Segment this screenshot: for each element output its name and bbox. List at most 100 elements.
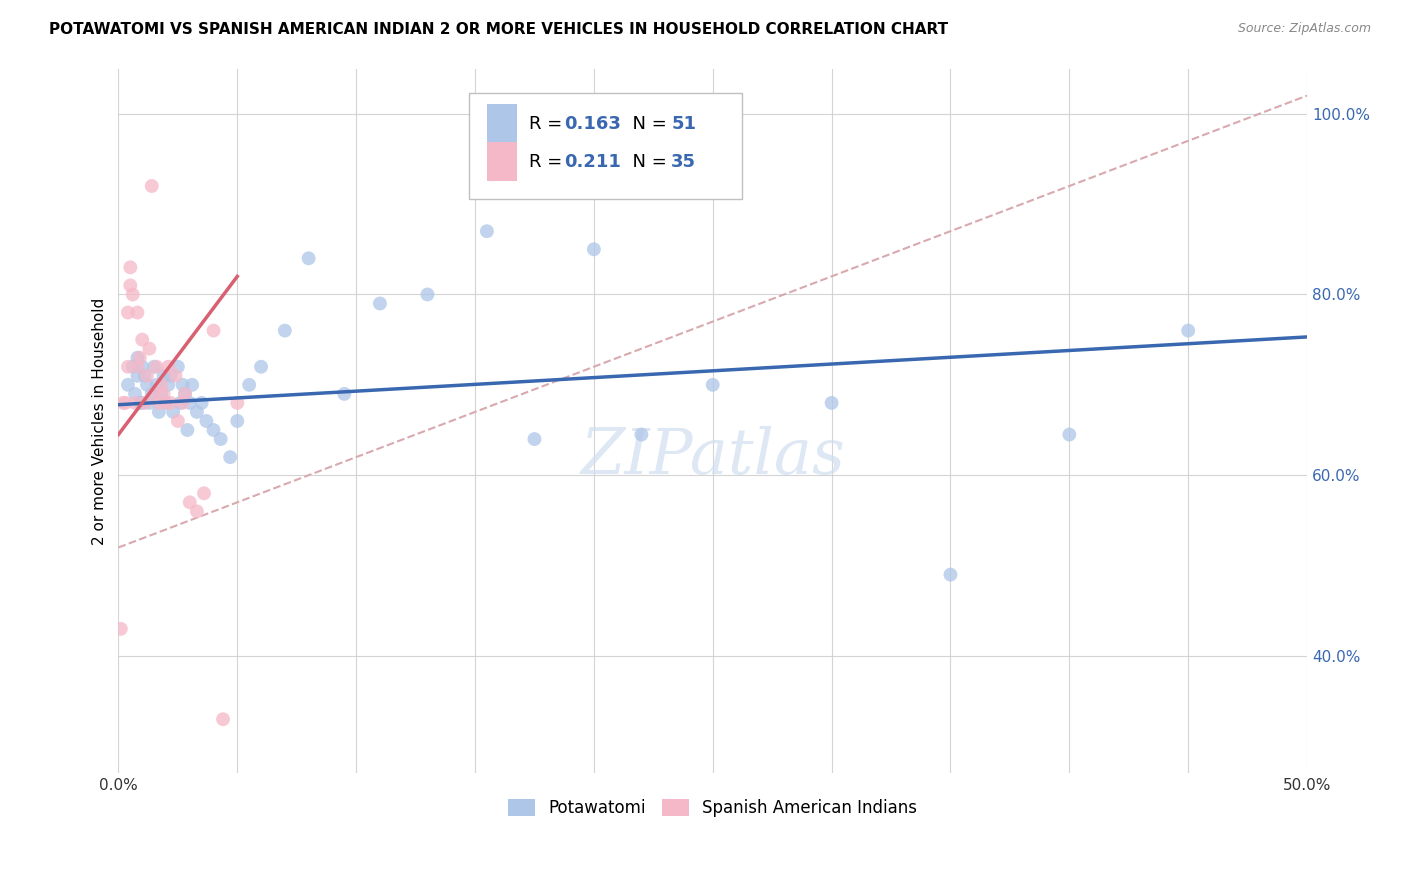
Point [117,305,139,319]
Point [1177,324,1199,338]
Point [136,377,159,392]
Point [145,359,167,374]
Point [159,368,181,383]
Point [172,396,194,410]
Point [148,405,170,419]
Text: 35: 35 [671,153,696,170]
Text: 51: 51 [671,114,696,133]
Point [155,396,177,410]
Point [131,333,153,347]
Point [1059,427,1081,442]
Text: N =: N = [621,153,672,170]
FancyBboxPatch shape [486,104,516,143]
Point [124,387,146,401]
Point [134,368,156,383]
Text: POTAWATOMI VS SPANISH AMERICAN INDIAN 2 OR MORE VEHICLES IN HOUSEHOLD CORRELATIO: POTAWATOMI VS SPANISH AMERICAN INDIAN 2 … [49,22,948,37]
Point [110,622,132,636]
Point [150,377,173,392]
Point [250,359,273,374]
Point [141,387,163,401]
Text: R =: R = [529,153,568,170]
Point [475,224,498,238]
Point [226,396,249,410]
Point [117,359,139,374]
Point [152,368,174,383]
Point [195,414,218,428]
Point [167,414,190,428]
Text: N =: N = [621,114,672,133]
Point [174,387,197,401]
Point [120,260,142,275]
Point [630,427,652,442]
Point [298,252,321,266]
Point [141,179,163,194]
Point [193,486,215,500]
Legend: Potawatomi, Spanish American Indians: Potawatomi, Spanish American Indians [499,790,925,825]
Point [202,423,225,437]
Point [159,396,181,410]
Point [157,359,180,374]
Text: R =: R = [529,114,568,133]
Point [121,287,143,301]
Point [820,396,842,410]
Point [702,377,724,392]
Point [138,342,160,356]
Point [150,387,173,401]
Point [416,287,439,301]
Point [219,450,242,464]
Point [131,359,153,374]
Point [582,242,605,256]
Y-axis label: 2 or more Vehicles in Household: 2 or more Vehicles in Household [93,297,107,545]
Point [212,712,235,726]
Point [121,359,143,374]
Point [176,423,198,437]
Point [179,396,201,410]
Point [165,368,187,383]
Point [162,405,184,419]
Point [117,377,139,392]
Point [155,396,177,410]
Text: 0.211: 0.211 [564,153,621,170]
FancyBboxPatch shape [470,93,742,199]
Point [186,504,208,518]
Point [128,396,150,410]
Point [143,387,166,401]
Point [169,396,191,410]
Point [127,359,149,374]
Point [112,396,135,410]
Text: Source: ZipAtlas.com: Source: ZipAtlas.com [1237,22,1371,36]
Point [179,495,201,509]
Point [167,359,190,374]
Text: ZIPatlas: ZIPatlas [581,425,845,487]
Point [523,432,546,446]
Point [181,377,204,392]
Point [333,387,356,401]
Point [120,278,142,293]
Point [152,387,174,401]
Point [209,432,232,446]
Point [131,396,153,410]
Point [127,368,149,383]
Point [174,387,197,401]
Point [172,377,194,392]
Point [238,377,260,392]
Point [157,377,180,392]
Point [138,396,160,410]
Point [143,359,166,374]
FancyBboxPatch shape [486,142,516,181]
Point [368,296,391,310]
Text: 0.163: 0.163 [564,114,621,133]
Point [127,351,149,365]
Point [134,396,156,410]
Point [145,377,167,392]
Point [186,405,208,419]
Point [114,396,136,410]
Point [136,368,159,383]
Point [124,396,146,410]
Point [202,324,225,338]
Point [939,567,962,582]
Point [274,324,297,338]
Point [148,396,170,410]
Point [128,351,150,365]
Point [127,305,149,319]
